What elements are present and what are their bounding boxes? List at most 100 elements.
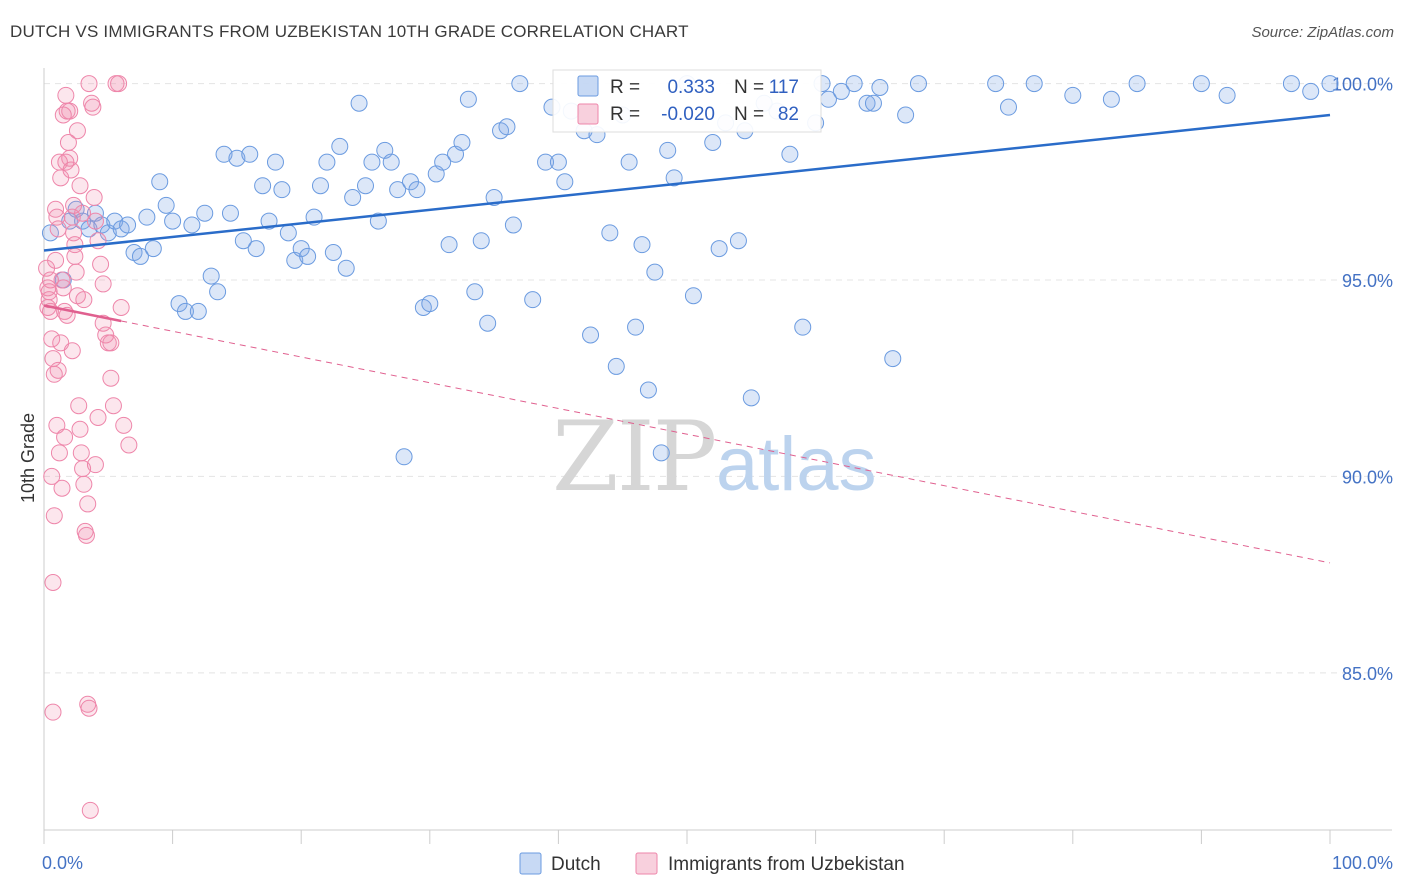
dutch-point xyxy=(511,75,529,93)
dutch-point xyxy=(556,173,574,191)
legend: Dutch Immigrants from Uzbekistan xyxy=(519,852,905,875)
legend-uzbek-swatch xyxy=(635,852,658,875)
stats-uzbek-n-value: 82 xyxy=(778,104,799,125)
y-tick-label: 95.0% xyxy=(1342,271,1393,291)
dutch-point xyxy=(350,94,368,112)
uzbek-point xyxy=(70,397,88,415)
uzbek-point xyxy=(72,444,90,462)
uzbek-point xyxy=(57,153,75,171)
dutch-point xyxy=(524,291,542,309)
uzbek-point xyxy=(102,334,120,352)
uzbek-point xyxy=(57,86,75,104)
dutch-point xyxy=(202,267,220,285)
dutch-point xyxy=(620,153,638,171)
stats-uzbek-r-label: R = xyxy=(610,104,640,125)
stats-dutch-n-label: N = xyxy=(734,77,764,98)
y-axis-title: 10th Grade xyxy=(18,413,38,503)
dutch-point xyxy=(684,287,702,305)
dutch-point xyxy=(704,134,722,151)
dutch-point xyxy=(144,240,162,258)
uzbek-point xyxy=(49,361,67,379)
stats-dutch-swatch xyxy=(577,75,599,97)
legend-dutch-label: Dutch xyxy=(551,854,601,875)
uzbek-trend-line-dashed xyxy=(121,320,1331,564)
dutch-point xyxy=(987,75,1005,93)
dutch-point xyxy=(909,75,927,93)
uzbek-point xyxy=(54,106,72,124)
uzbek-point xyxy=(49,220,67,238)
dutch-point xyxy=(466,283,484,301)
dutch-point xyxy=(1321,75,1339,93)
dutch-point xyxy=(228,149,246,167)
stats-uzbek-swatch xyxy=(577,103,599,125)
dutch-point xyxy=(652,444,670,462)
uzbek-point xyxy=(71,177,89,195)
dutch-point xyxy=(537,153,555,171)
dutch-point xyxy=(357,177,374,195)
dutch-point xyxy=(845,75,863,93)
dutch-point xyxy=(151,173,169,191)
dutch-point xyxy=(659,141,677,159)
dutch-point xyxy=(479,314,497,332)
dutch-point xyxy=(183,216,201,234)
dutch-point xyxy=(498,118,516,136)
dutch-point xyxy=(164,212,182,230)
dutch-point xyxy=(408,181,426,199)
dutch-point xyxy=(131,247,149,265)
watermark: ZIP atlas xyxy=(552,401,877,513)
dutch-point xyxy=(241,145,259,163)
stats-box: R = 0.333 N = 117 R = -0.020 N = 82 xyxy=(552,69,822,133)
uzbek-point xyxy=(84,98,102,116)
uzbek-point xyxy=(75,291,93,309)
uzbek-point xyxy=(44,574,62,591)
dutch-point xyxy=(453,134,471,151)
dutch-point xyxy=(324,244,342,261)
dutch-point xyxy=(209,283,227,301)
dutch-point xyxy=(215,145,233,163)
dutch-point xyxy=(665,169,683,187)
dutch-point xyxy=(311,177,329,195)
uzbek-point xyxy=(79,495,97,513)
dutch-point xyxy=(382,153,400,171)
dutch-point xyxy=(1282,75,1300,93)
dutch-point xyxy=(221,204,239,222)
dutch-point xyxy=(318,153,336,171)
legend-uzbek-label: Immigrants from Uzbekistan xyxy=(668,854,905,875)
uzbek-point xyxy=(81,801,99,819)
chart-title: DUTCH VS IMMIGRANTS FROM UZBEKISTAN 10TH… xyxy=(10,22,689,41)
dutch-point xyxy=(1102,90,1120,108)
trend-layer xyxy=(43,113,1331,564)
points-layer xyxy=(38,75,1339,819)
uzbek-point xyxy=(47,251,65,269)
y-tick-label: 85.0% xyxy=(1342,664,1393,684)
dutch-point xyxy=(459,90,477,108)
uzbek-point xyxy=(75,475,93,493)
uzbek-point xyxy=(50,444,68,462)
legend-dutch-swatch xyxy=(519,852,542,875)
dutch-point xyxy=(254,177,272,195)
dutch-point xyxy=(549,153,567,171)
stats-dutch-r-label: R = xyxy=(610,77,640,98)
dutch-point xyxy=(607,357,625,375)
dutch-point xyxy=(331,137,349,155)
dutch-point xyxy=(627,318,645,336)
uzbek-point xyxy=(120,436,138,454)
dutch-point xyxy=(234,232,252,250)
uzbek-point xyxy=(86,212,104,230)
axes-layer: 0.0% 100.0% xyxy=(42,68,1393,873)
uzbek-point xyxy=(115,416,133,434)
dutch-point xyxy=(189,302,207,320)
dutch-point xyxy=(279,224,297,242)
x-tick-label-min: 0.0% xyxy=(42,853,83,873)
uzbek-point xyxy=(56,428,74,446)
dutch-point xyxy=(871,79,889,96)
uzbek-point xyxy=(74,204,92,222)
dutch-point xyxy=(601,224,619,242)
stats-uzbek-r-value: -0.020 xyxy=(661,104,715,125)
stats-dutch-n-value: 117 xyxy=(769,77,799,98)
grid-layer: 85.0% 90.0% 95.0% 100.0% xyxy=(44,75,1393,684)
dutch-point xyxy=(138,208,156,226)
dutch-point xyxy=(247,240,265,258)
dutch-point xyxy=(639,381,657,399)
